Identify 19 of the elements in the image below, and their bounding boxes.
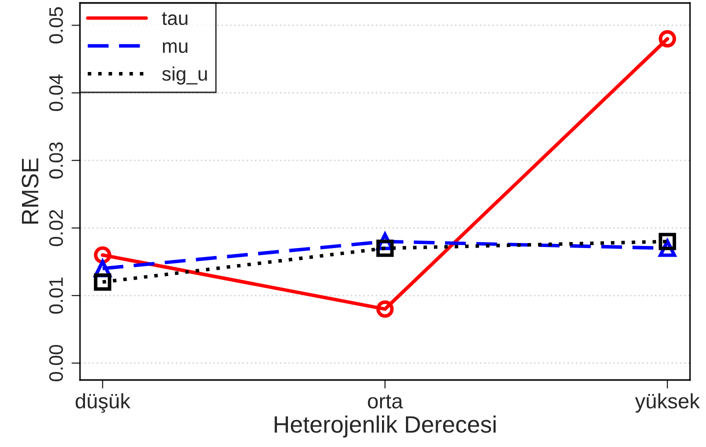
y-tick-label: 0.00: [49, 344, 63, 382]
x-tick-label: düşük: [76, 393, 130, 413]
point: [376, 240, 394, 257]
legend-label: sig_u: [162, 66, 207, 85]
legend-label: tau: [162, 12, 188, 26]
y-tick-label: 0.03: [49, 142, 63, 179]
y-tick-label: 0.05: [49, 7, 63, 44]
y-axis-title: RMSE: [22, 158, 38, 224]
y-tick-label: 0.02: [49, 210, 63, 246]
point: [376, 300, 394, 318]
y-tick-label: 0.04: [49, 74, 63, 112]
point: [658, 30, 676, 48]
point: [658, 232, 676, 250]
x-axis-title: Heterojenlik Derecesi: [274, 415, 496, 438]
point: [94, 273, 112, 291]
x-tick-label: orta: [368, 394, 403, 408]
legend-label: mu: [162, 42, 188, 53]
x-tick-label: yüksek: [635, 393, 700, 413]
y-tick-label: 0.01: [49, 278, 63, 314]
